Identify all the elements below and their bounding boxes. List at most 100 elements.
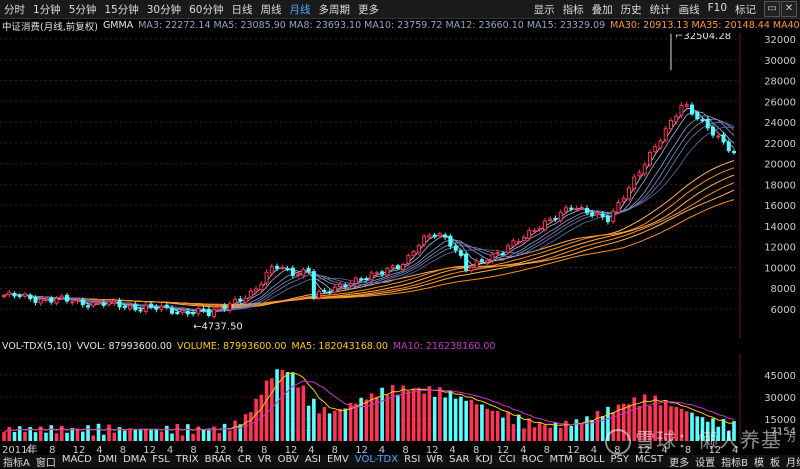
volume-bar bbox=[333, 410, 337, 441]
period-tab-2[interactable]: 5分钟 bbox=[68, 3, 97, 16]
indicator-tab-8[interactable]: CR bbox=[237, 454, 252, 465]
indicator-tab-11[interactable]: ASI bbox=[304, 454, 321, 465]
period-toolbar: 分时 1分钟 5分钟 15分钟 30分钟 60分钟 日线 周线 月线 多周期 更多 显示 指标 叠加 历史… bbox=[0, 0, 800, 19]
indicator-tab-14[interactable]: RSI bbox=[404, 454, 421, 465]
volume-bar bbox=[112, 432, 117, 441]
volume-bar bbox=[154, 429, 159, 441]
volume-bar bbox=[291, 373, 295, 441]
price-tick: 30000 bbox=[764, 56, 796, 67]
indicator-tab-23[interactable]: MCST bbox=[635, 454, 664, 465]
candle-body bbox=[721, 134, 726, 143]
volume-bar bbox=[270, 378, 274, 441]
volume-bar bbox=[663, 400, 668, 441]
volume-bar bbox=[495, 411, 500, 441]
indicator-tab-0[interactable]: 指标A bbox=[3, 458, 30, 469]
volume-indicator-name[interactable]: VOL-TDX(5,10) bbox=[2, 340, 72, 352]
indicator-tab-18[interactable]: CCI bbox=[498, 454, 516, 465]
indicator-tab-6[interactable]: TRIX bbox=[175, 454, 199, 465]
indicator-tab-21[interactable]: BOLL bbox=[578, 454, 605, 465]
indicator-tab-3[interactable]: DMI bbox=[97, 454, 118, 465]
period-tab-5[interactable]: 60分钟 bbox=[189, 3, 224, 16]
candle-body bbox=[390, 265, 395, 269]
volume-bar bbox=[422, 393, 426, 441]
price-tick: 28000 bbox=[764, 77, 796, 88]
volume-bar bbox=[186, 424, 190, 441]
period-tab-1[interactable]: 1分钟 bbox=[33, 3, 61, 16]
period-tab-4[interactable]: 30分钟 bbox=[146, 3, 182, 16]
window-close-icon[interactable]: ✕ bbox=[781, 1, 797, 17]
period-tab-7[interactable]: 周线 bbox=[260, 3, 282, 16]
candle-body bbox=[532, 229, 537, 232]
candle-body bbox=[548, 218, 553, 222]
indicator-right-tab-0[interactable]: 指标B bbox=[721, 458, 748, 469]
volume-bar bbox=[726, 430, 731, 441]
tool-menu-item-4[interactable]: 统计 bbox=[649, 3, 671, 16]
candle-body bbox=[684, 104, 689, 107]
indicator-tab-12[interactable]: EMV bbox=[326, 454, 349, 465]
tool-menu-item-2[interactable]: 叠加 bbox=[591, 3, 613, 16]
indicator-tab-5[interactable]: FSL bbox=[152, 454, 170, 465]
indicator-tab-7[interactable]: BRAR bbox=[204, 454, 232, 465]
indicator-right-tab-2[interactable]: 板 bbox=[769, 458, 780, 469]
indicator-tab-15[interactable]: WR bbox=[426, 454, 444, 465]
indicator-tab-22[interactable]: PSY bbox=[610, 454, 630, 465]
volume-bar bbox=[648, 405, 652, 441]
price-tick: 18000 bbox=[764, 180, 796, 191]
tool-menu-item-1[interactable]: 指标 bbox=[562, 3, 584, 16]
candle-body bbox=[674, 115, 679, 123]
indicator-right-tab-3[interactable]: 月线 bbox=[785, 458, 800, 469]
indicator-tab-25[interactable]: 设置 bbox=[695, 458, 716, 469]
tool-menu-item-0[interactable]: 显示 bbox=[533, 3, 555, 16]
indicator-tab-24[interactable]: 更多 bbox=[669, 458, 690, 469]
indicator-tab-13[interactable]: VOL-TDX bbox=[354, 454, 399, 465]
volume-bar bbox=[621, 403, 626, 441]
indicator-tab-2[interactable]: MACD bbox=[61, 454, 92, 465]
indicator-tab-17[interactable]: KDJ bbox=[475, 454, 493, 465]
tool-menu-item-5[interactable]: 画线 bbox=[678, 3, 700, 16]
candle-body bbox=[243, 297, 248, 303]
indicator-tab-9[interactable]: VR bbox=[257, 454, 272, 465]
indicator-tab-20[interactable]: MTM bbox=[549, 454, 573, 465]
candle-body bbox=[343, 284, 348, 288]
candle-body bbox=[374, 272, 379, 275]
period-tab-6[interactable]: 日线 bbox=[231, 3, 253, 16]
candle-body bbox=[432, 234, 437, 238]
time-tick: 12 bbox=[143, 445, 156, 455]
candle-body bbox=[448, 235, 453, 247]
candle-body bbox=[537, 228, 542, 231]
candle-body bbox=[516, 241, 521, 244]
indicator-tab-10[interactable]: OBV bbox=[277, 454, 299, 465]
candle-body bbox=[12, 292, 17, 297]
candle-body bbox=[464, 253, 469, 271]
volume-bar bbox=[212, 426, 216, 441]
window-restore-icon[interactable]: ▭ bbox=[764, 1, 780, 17]
volume-bar bbox=[411, 388, 416, 441]
period-tab-10[interactable]: 更多 bbox=[358, 3, 379, 16]
indicator-tab-1[interactable]: 窗口 bbox=[35, 458, 56, 469]
period-tab-0[interactable]: 分时 bbox=[4, 3, 25, 16]
period-tab-9[interactable]: 多周期 bbox=[318, 3, 351, 16]
period-tab-8[interactable]: 月线 bbox=[289, 3, 311, 16]
indicator-tab-19[interactable]: ROC bbox=[521, 454, 544, 465]
tool-menu-item-6[interactable]: F10 bbox=[707, 1, 727, 14]
volume-bar bbox=[280, 370, 285, 441]
period-tab-3[interactable]: 15分钟 bbox=[104, 3, 139, 16]
indicator-tab-16[interactable]: SAR bbox=[449, 454, 470, 465]
time-tick: 12 bbox=[355, 445, 368, 455]
volume-bar bbox=[117, 427, 122, 441]
indicator-name[interactable]: GMMA bbox=[102, 20, 134, 31]
candle-body bbox=[695, 112, 700, 120]
price-chart[interactable]: 32000 30000 28000 26000 24000 22000 20000 18000… bbox=[0, 33, 800, 339]
tool-menu-item-3[interactable]: 历史 bbox=[620, 3, 642, 16]
indicator-tabs-bar: 指标A 窗口 MACD DMI DMA FSL TRIX BRAR CR VR OBV ASI EMV V… bbox=[0, 454, 800, 469]
candle-body bbox=[175, 312, 180, 315]
volume-bar bbox=[637, 405, 642, 441]
indicator-tab-4[interactable]: DMA bbox=[123, 454, 147, 465]
indicator-right-tab-1[interactable]: 模 bbox=[753, 458, 764, 469]
candle-body bbox=[338, 283, 343, 288]
candle-body bbox=[138, 309, 143, 312]
volume-bar bbox=[285, 372, 290, 441]
tool-menu-item-7[interactable]: 标记 bbox=[735, 3, 756, 16]
volume-bar bbox=[548, 427, 552, 441]
